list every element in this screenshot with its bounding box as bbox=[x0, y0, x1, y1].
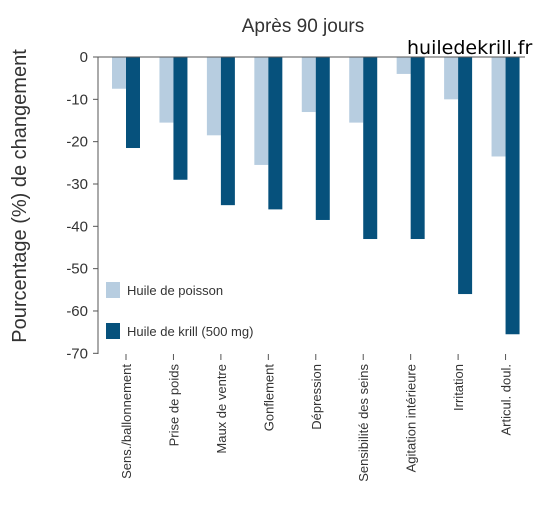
legend-swatch-fish bbox=[106, 282, 120, 298]
bar-fish bbox=[159, 57, 174, 123]
bars bbox=[112, 57, 520, 335]
bar-fish bbox=[254, 57, 269, 165]
bar-krill bbox=[315, 57, 330, 220]
y-axis-ticks: 0 -10 -20 -30 -40 -50 -60 -70 bbox=[66, 49, 98, 362]
bar-fish bbox=[206, 57, 221, 136]
bar-fish bbox=[301, 57, 316, 113]
legend-label-krill: Huile de krill (500 mg) bbox=[127, 324, 253, 339]
bar-krill bbox=[126, 57, 140, 149]
legend-swatch-krill bbox=[106, 323, 120, 339]
category-label: Irritation bbox=[451, 364, 466, 411]
bar-krill bbox=[268, 57, 283, 210]
chart-title: Après 90 jours bbox=[242, 16, 365, 37]
y-tick-label: -30 bbox=[66, 176, 88, 193]
category-label: Maux de ventre bbox=[214, 364, 229, 454]
bar-fish bbox=[491, 57, 506, 157]
category-label: Dépression bbox=[309, 364, 324, 430]
category-label: Articul. doul. bbox=[499, 364, 514, 436]
bar-fish bbox=[444, 57, 459, 100]
category-label: Sens./ballonnement bbox=[119, 364, 134, 479]
bar-krill bbox=[363, 57, 378, 240]
category-label: Agitation intérieure bbox=[404, 364, 419, 472]
y-tick-label: -70 bbox=[66, 345, 88, 362]
y-axis-label: Pourcentage (%) de changement bbox=[9, 49, 31, 343]
y-tick-label: -60 bbox=[66, 303, 88, 320]
y-tick-label: 0 bbox=[80, 49, 88, 66]
category-label: Prise de poids bbox=[166, 364, 181, 447]
y-tick-label: -20 bbox=[66, 134, 88, 151]
bar-krill bbox=[458, 57, 473, 295]
bar-fish bbox=[396, 57, 411, 74]
y-tick-label: -40 bbox=[66, 218, 88, 235]
legend: Huile de poisson Huile de krill (500 mg) bbox=[106, 282, 253, 339]
y-tick-label: -10 bbox=[66, 91, 88, 108]
x-axis-categories: Sens./ballonnement Prise de poids Maux de … bbox=[119, 354, 514, 482]
category-label: Gonflement bbox=[261, 364, 276, 432]
bar-krill bbox=[173, 57, 188, 180]
bar-krill bbox=[410, 57, 425, 240]
bar-krill bbox=[505, 57, 520, 335]
y-tick-label: -50 bbox=[66, 261, 88, 278]
legend-label-fish: Huile de poisson bbox=[127, 283, 223, 298]
bar-krill bbox=[220, 57, 235, 206]
category-label: Sensibilité des seins bbox=[356, 364, 371, 482]
bar-fish bbox=[349, 57, 364, 123]
bar-fish bbox=[112, 57, 126, 89]
watermark-text: huiledekrill.fr bbox=[407, 37, 532, 59]
